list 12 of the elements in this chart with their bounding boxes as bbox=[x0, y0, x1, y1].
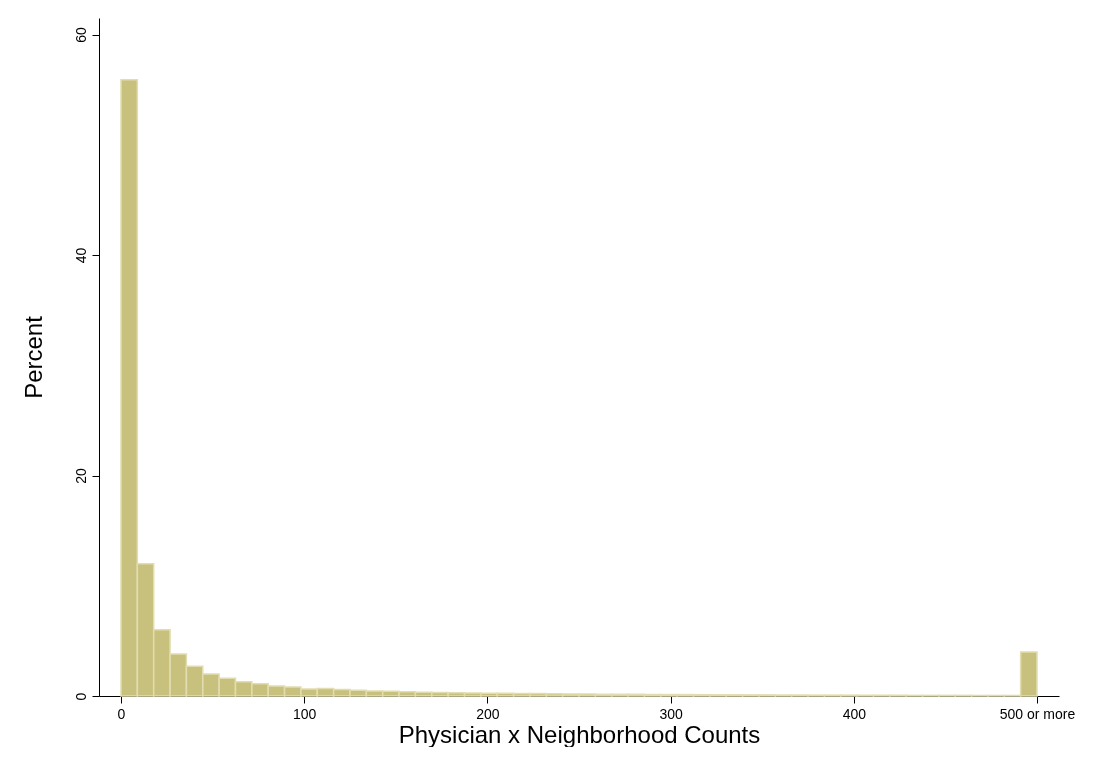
x-tick-label: 100 bbox=[293, 705, 317, 722]
y-axis-title: Percent bbox=[19, 315, 47, 399]
y-tick-label: 40 bbox=[72, 247, 89, 264]
x-tick-label: 400 bbox=[842, 705, 867, 722]
x-tick-label: 300 bbox=[659, 705, 683, 722]
y-tick-label: 20 bbox=[72, 468, 89, 484]
x-tick-label: 0 bbox=[117, 705, 126, 722]
x-axis-title: Physician x Neighborhood Counts bbox=[398, 720, 761, 748]
y-tick-label: 0 bbox=[72, 692, 89, 701]
x-tick-label: 500 or more bbox=[999, 705, 1076, 722]
x-tick-label: 200 bbox=[476, 705, 500, 722]
y-tick-label: 60 bbox=[72, 27, 89, 43]
